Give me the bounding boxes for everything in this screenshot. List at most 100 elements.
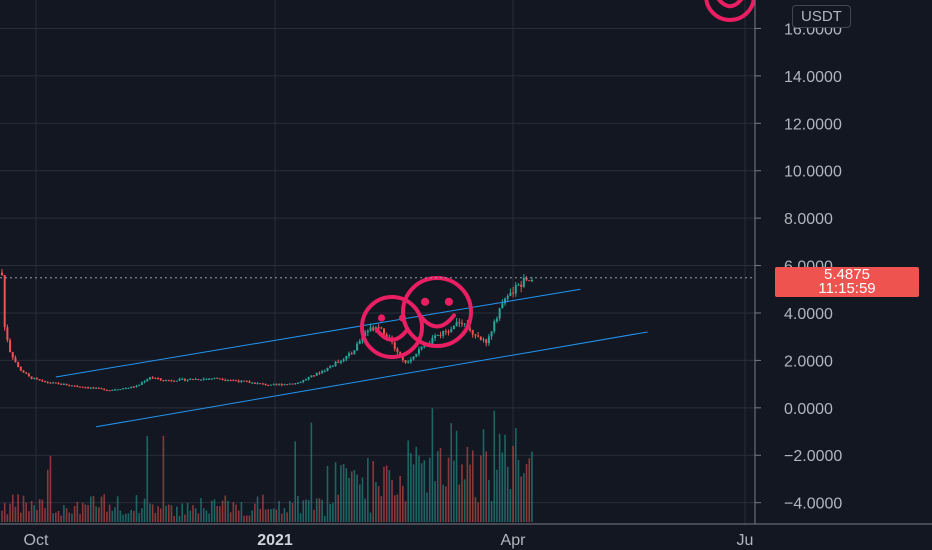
volume-bar — [181, 503, 184, 522]
smiley-eye — [377, 314, 386, 322]
emoji-stickers[interactable] — [360, 0, 756, 359]
volume-bar — [458, 484, 461, 522]
candle-body — [345, 355, 348, 360]
candle-body — [302, 380, 305, 383]
volume-bar — [431, 408, 434, 522]
volume-bar — [514, 428, 517, 522]
smiley-icon[interactable] — [704, 0, 756, 22]
volume-bar — [313, 509, 315, 522]
trend-channel[interactable] — [55, 288, 648, 428]
candle-body — [283, 384, 286, 386]
volume-bar — [415, 446, 418, 522]
time-axis[interactable]: Oct 2021 Apr Ju — [24, 532, 754, 549]
volume-bar — [211, 500, 213, 522]
candle-body — [385, 334, 388, 338]
candle-body — [19, 367, 22, 371]
candle-body — [315, 372, 318, 376]
candle-body — [191, 379, 194, 381]
volume-bar — [324, 515, 326, 522]
volume-bar — [124, 513, 127, 522]
candle-body — [342, 359, 345, 362]
bar-countdown: 11:15:59 — [818, 280, 876, 297]
candle-body — [44, 380, 47, 382]
candle-body — [353, 350, 356, 354]
currency-badge[interactable]: USDT — [792, 5, 851, 28]
volume-bar — [221, 500, 224, 522]
candle-body — [38, 379, 41, 381]
candle-body — [208, 378, 211, 380]
candle-body — [439, 334, 442, 336]
time-label: 2021 — [257, 532, 293, 549]
volume-bar — [146, 436, 149, 522]
candle-body — [296, 382, 299, 384]
candle-body — [167, 380, 170, 382]
candle-body — [210, 378, 213, 380]
candle-body — [334, 361, 337, 366]
volume-bar — [388, 470, 391, 522]
volume-bar — [294, 441, 297, 522]
volume-bar — [20, 512, 22, 522]
volume-bar — [149, 503, 151, 522]
volume-bar — [240, 502, 243, 522]
volume-bar — [396, 494, 399, 522]
volume-bar — [81, 502, 84, 522]
candle-body — [130, 386, 133, 388]
candle-body — [95, 387, 98, 389]
volume-bar — [399, 475, 401, 522]
volume-bar — [488, 479, 490, 522]
volume-bar — [17, 494, 19, 522]
candle-body — [504, 298, 507, 304]
price-axis[interactable]: 16.000014.000012.000010.00008.00006.0000… — [755, 21, 842, 513]
volume-bar — [275, 509, 278, 522]
volume-bar — [278, 500, 280, 522]
volume-bar — [407, 440, 409, 522]
candle-body — [436, 334, 439, 336]
candle-body — [17, 362, 20, 368]
candle-body — [442, 330, 445, 336]
volume-bar — [143, 498, 146, 522]
volume-bar — [189, 510, 192, 522]
volume-bar — [345, 468, 348, 522]
candle-body — [412, 356, 415, 360]
candle-body — [275, 384, 278, 386]
candle-body — [530, 279, 533, 281]
volume-bar — [453, 460, 455, 522]
candle-body — [493, 321, 496, 332]
volume-bar — [380, 496, 383, 522]
volume-bar — [73, 506, 76, 522]
candle-body — [73, 385, 76, 387]
candle-body — [148, 377, 151, 380]
volume-bar — [412, 464, 415, 522]
candle-body — [487, 336, 490, 344]
candle-body — [404, 360, 407, 363]
candle-body — [9, 340, 12, 352]
volume-bar — [436, 451, 439, 522]
volume-bar — [439, 447, 442, 522]
candle-body — [159, 378, 162, 380]
smiley-icon[interactable] — [360, 295, 424, 359]
volume-bar — [38, 499, 41, 522]
volume-bar — [466, 446, 469, 522]
candle-body — [272, 384, 275, 386]
candle-body — [463, 323, 466, 325]
candle-body — [323, 370, 326, 372]
volume-bar — [350, 471, 353, 522]
candle-body — [175, 380, 178, 382]
volume-bar — [11, 494, 14, 522]
volume-bar — [65, 508, 68, 522]
smiley-outline — [704, 0, 756, 22]
candle-body — [339, 361, 342, 363]
volume-bar — [493, 410, 496, 522]
candle-body — [127, 387, 130, 389]
candle-body — [307, 377, 310, 380]
volume-bar — [162, 435, 165, 522]
candle-body — [57, 382, 60, 384]
volume-bar — [248, 515, 251, 522]
candle-body — [189, 379, 192, 381]
candle-body — [154, 377, 157, 379]
volume-bar — [87, 505, 89, 522]
volume-bar — [353, 469, 356, 522]
volume-bar — [342, 464, 345, 522]
